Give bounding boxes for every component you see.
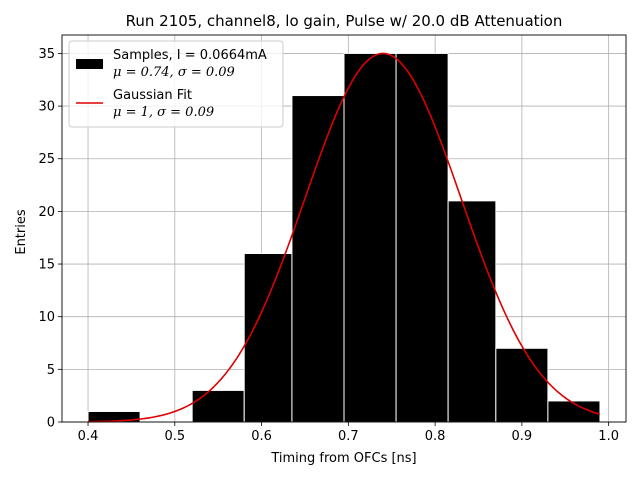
- legend-frame: [68, 40, 284, 128]
- y-tick-label: 5: [47, 363, 55, 378]
- x-tick-label: 1.0: [598, 429, 619, 444]
- gaussian-fit-curve-group: [88, 52, 601, 423]
- x-tick-label: 0.5: [164, 429, 185, 444]
- legend: Samples, I = 0.0664mA μ = 0.74, σ = 0.09…: [68, 40, 284, 128]
- histogram-bar: [243, 253, 293, 423]
- x-tick-label: 0.4: [78, 429, 99, 444]
- axes: [61, 34, 627, 423]
- y-tick-label: 30: [38, 100, 55, 115]
- y-tick-label: 15: [38, 258, 55, 273]
- x-tick-label: 0.9: [512, 429, 533, 444]
- histogram-bar: [495, 347, 549, 423]
- x-axis-label: Timing from OFCs [ns]: [270, 451, 416, 466]
- legend-samples-label: Samples, I = 0.0664mA: [113, 48, 267, 63]
- y-tick-label: 0: [47, 416, 55, 431]
- y-tick-label: 20: [38, 205, 55, 220]
- tick-marks: 0.4 0.5 0.6 0.7 0.8 0.9 1.0 0 5 10 15 20 25 30 35: [38, 47, 619, 444]
- gaussian-fit-curve: [88, 52, 601, 423]
- histogram-bars: [87, 52, 601, 423]
- histogram-bar: [447, 200, 497, 423]
- x-tick-label: 0.6: [251, 429, 272, 444]
- x-tick-label: 0.8: [425, 429, 446, 444]
- histogram-bar: [343, 52, 397, 423]
- legend-fit-label: Gaussian Fit: [113, 88, 192, 103]
- histogram-bar: [191, 389, 245, 423]
- legend-fit-stats: μ = 1, σ = 0.09: [113, 105, 214, 120]
- x-tick-label: 0.7: [338, 429, 359, 444]
- legend-samples-swatch: [76, 59, 103, 69]
- y-axis-label: Entries: [14, 209, 29, 255]
- histogram-bar: [291, 95, 345, 423]
- legend-samples-stats: μ = 0.74, σ = 0.09: [113, 65, 235, 80]
- plot-frame: [61, 34, 627, 423]
- chart-title: Run 2105, channel8, lo gain, Pulse w/ 20…: [126, 12, 563, 30]
- y-tick-label: 35: [38, 47, 55, 62]
- y-tick-label: 10: [38, 310, 55, 325]
- histogram-bar: [395, 52, 449, 423]
- y-tick-label: 25: [38, 152, 55, 167]
